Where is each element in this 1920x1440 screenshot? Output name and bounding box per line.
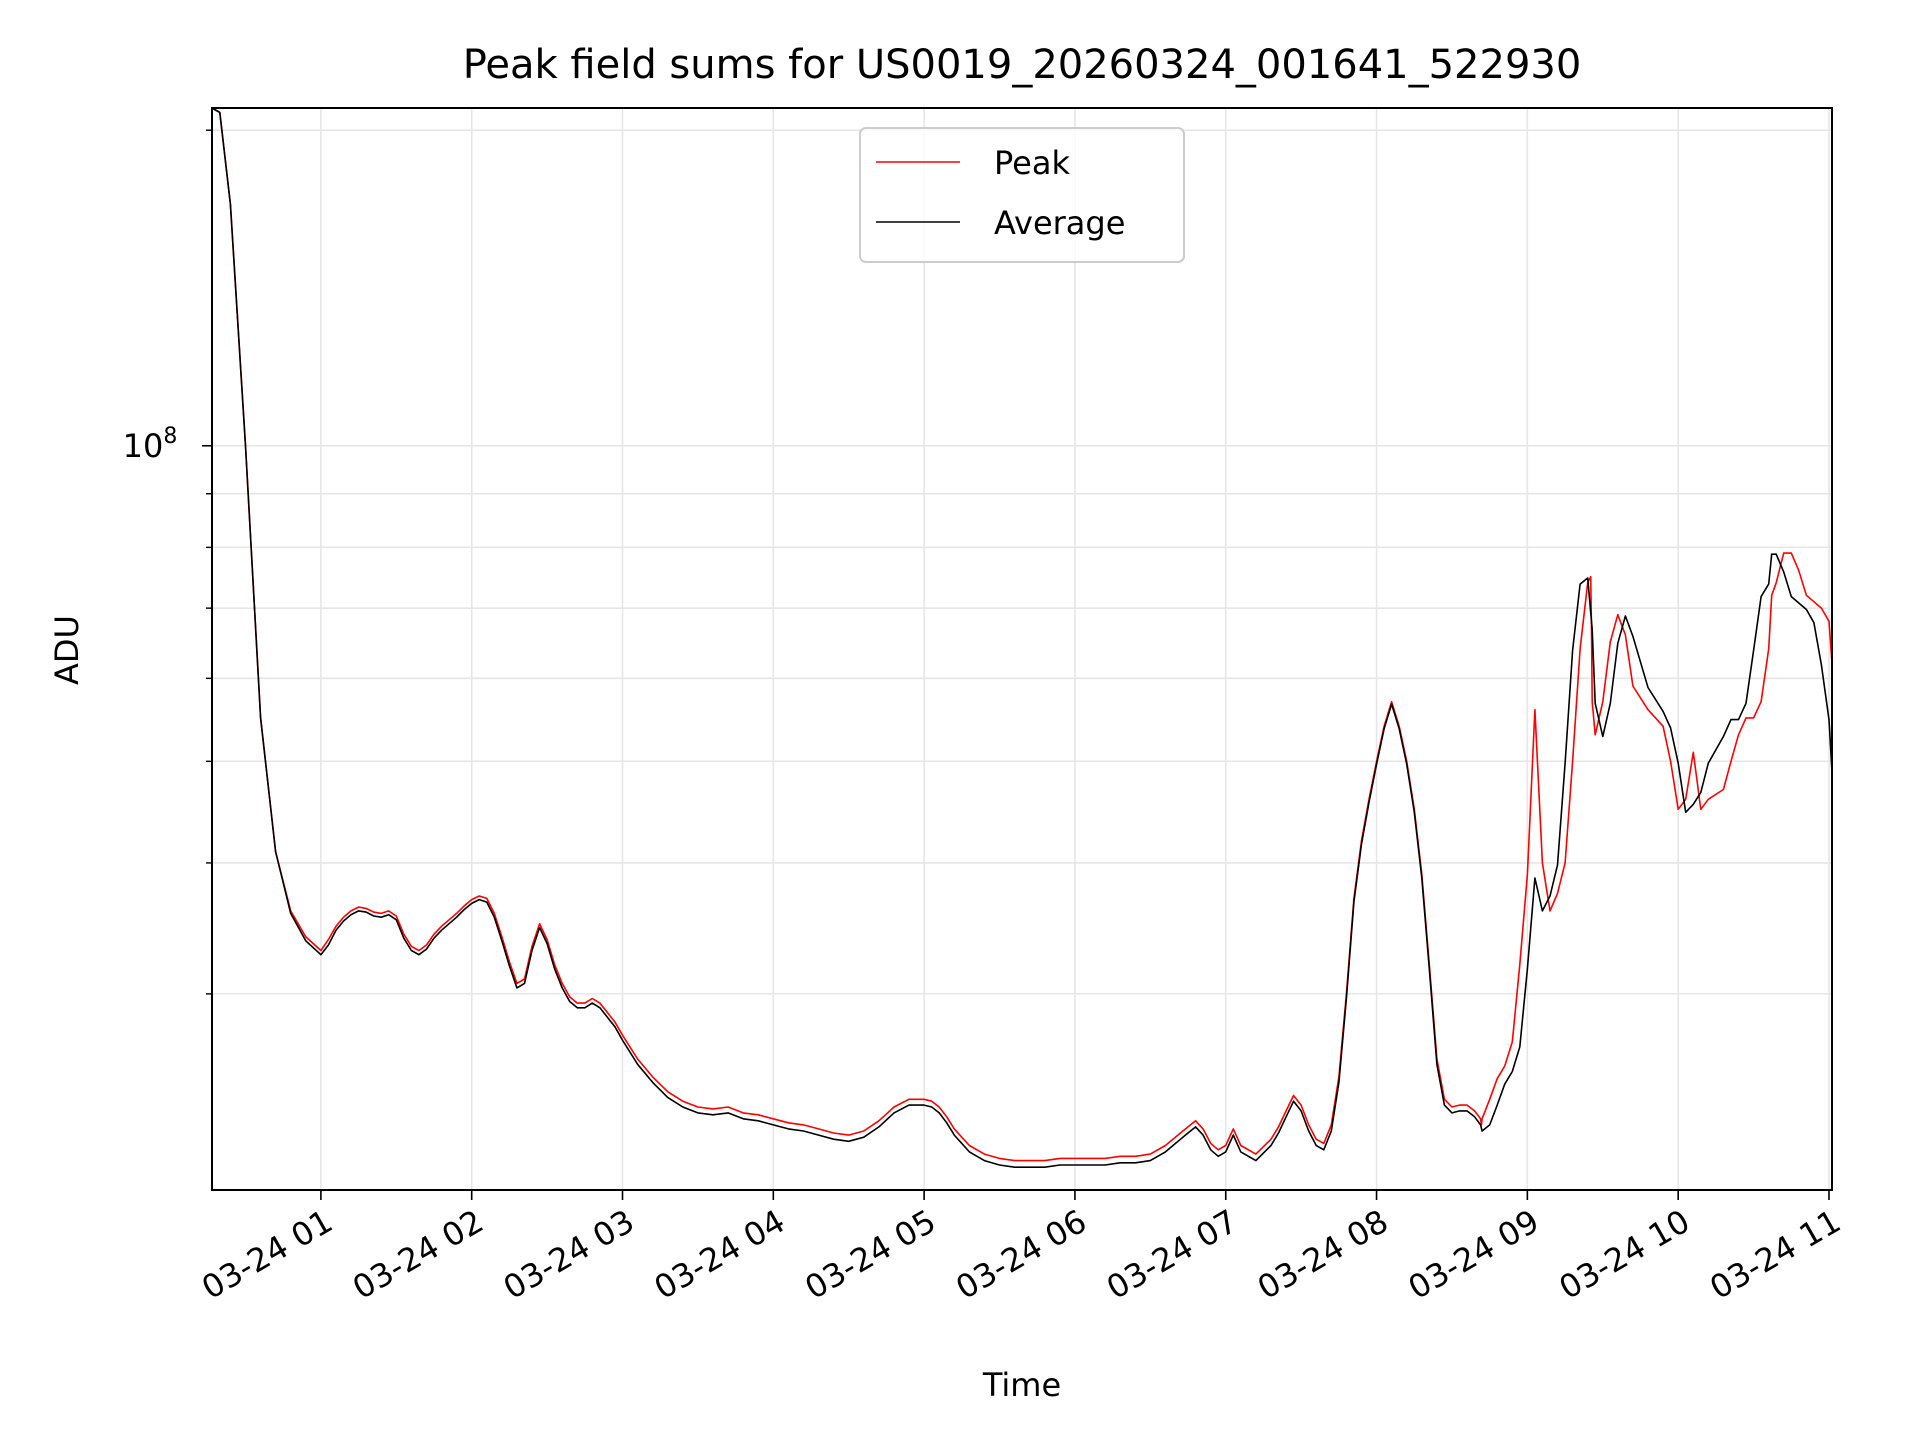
series-line-peak <box>211 107 1833 1162</box>
x-axis-label: Time <box>982 1366 1061 1404</box>
legend-peak-label: Peak <box>994 144 1070 182</box>
legend-average-label: Average <box>994 204 1125 242</box>
legend: Peak Average <box>859 127 1185 263</box>
grid <box>212 108 1832 1190</box>
y-axis-label: ADU <box>48 615 86 685</box>
y-tick-label-base: 10 <box>123 427 164 465</box>
y-tick-label: 108 <box>123 424 178 465</box>
plot-frame <box>211 107 1833 1191</box>
series-line-average <box>211 107 1833 1168</box>
chart-title: Peak field sums for US0019_20260324_0016… <box>463 42 1582 88</box>
y-tick-label-exponent: 8 <box>163 424 177 449</box>
series-layer <box>211 107 1833 1168</box>
